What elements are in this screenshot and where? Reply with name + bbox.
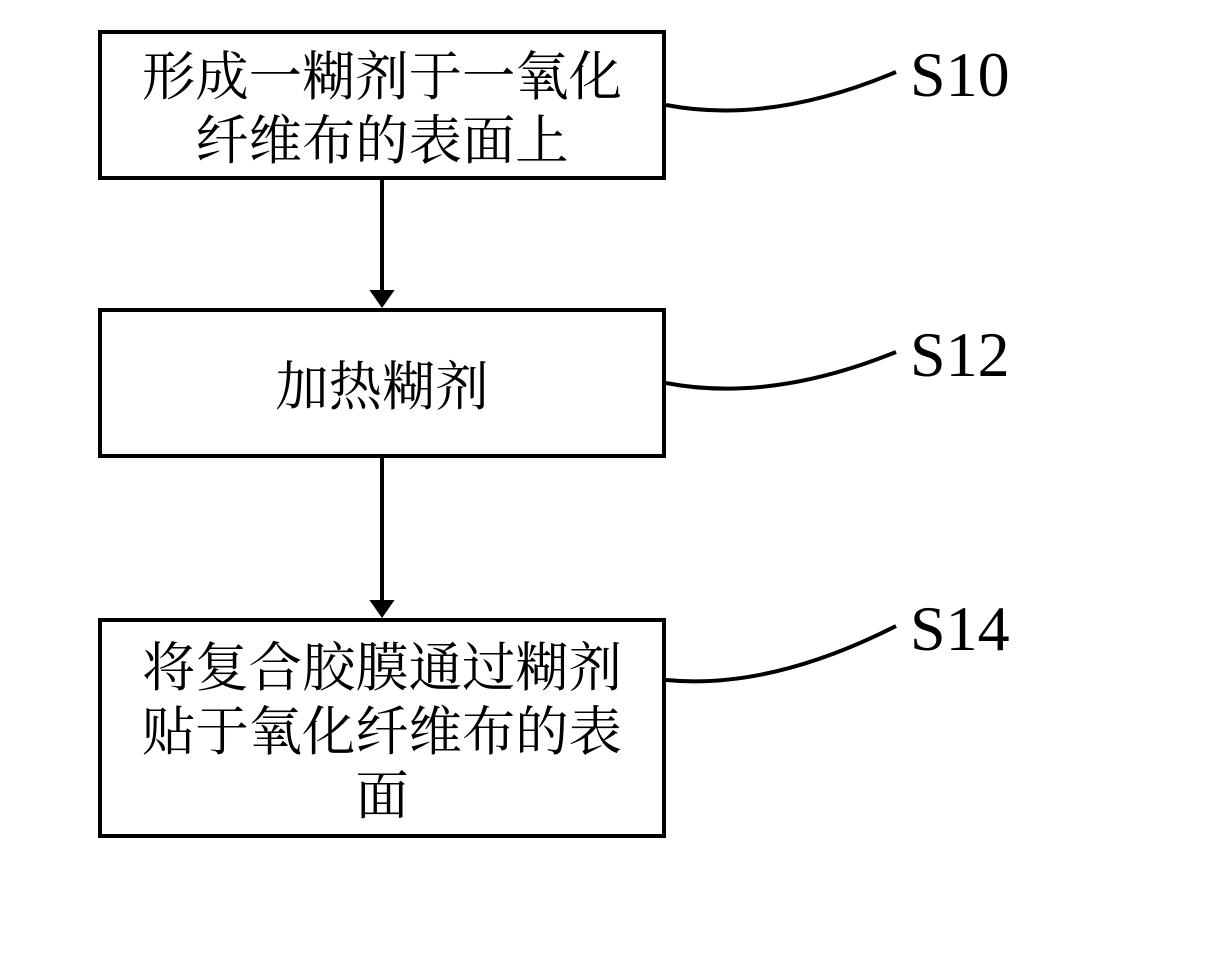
leader-line-n2	[656, 342, 906, 413]
flow-node-text: 加热糊剂	[275, 351, 488, 415]
flowchart-canvas: 形成一糊剂于一氧化 纤维布的表面上 S10 加热糊剂 S12 将复合胶膜通过糊剂 贴于氧…	[0, 0, 1208, 968]
leader-line-n3	[656, 616, 906, 700]
flow-step-label-n1: S10	[910, 38, 1010, 112]
flow-step-label-n2: S12	[910, 318, 1010, 392]
flow-node-n1: 形成一糊剂于一氧化 纤维布的表面上	[98, 30, 666, 180]
flow-node-n2: 加热糊剂	[98, 308, 666, 458]
flow-arrow-0	[362, 180, 402, 308]
flow-node-n3: 将复合胶膜通过糊剂 贴于氧化纤维布的表面	[98, 618, 666, 838]
flow-node-text: 形成一糊剂于一氧化 纤维布的表面上	[142, 41, 622, 169]
flow-arrow-1	[362, 458, 402, 618]
flow-node-text: 将复合胶膜通过糊剂 贴于氧化纤维布的表面	[120, 632, 644, 824]
leader-line-n1	[656, 62, 906, 135]
flow-step-label-n3: S14	[910, 592, 1010, 666]
